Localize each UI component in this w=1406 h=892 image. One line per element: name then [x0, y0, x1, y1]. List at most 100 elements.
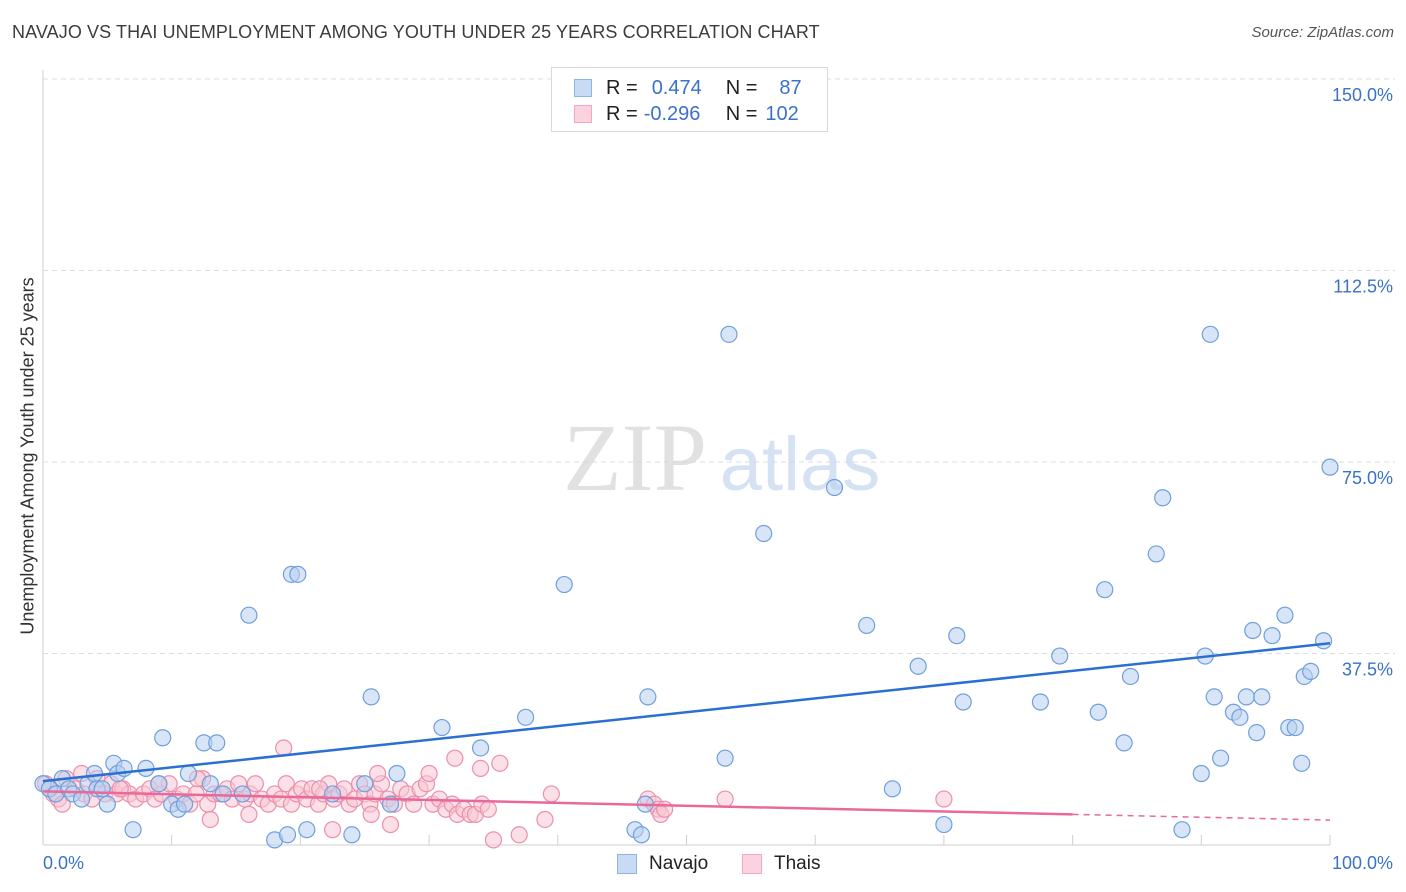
x-tick-label: 100.0% — [1332, 853, 1393, 873]
navajo-point — [362, 688, 380, 706]
thais-point — [381, 815, 400, 834]
navajo-point — [1263, 627, 1281, 645]
watermark-atlas: atlas — [720, 422, 881, 507]
navajo-point — [278, 826, 297, 844]
y-tick-label: 75.0% — [1342, 468, 1393, 488]
navajo-point — [1173, 821, 1191, 839]
legend-r-value: 0.474 — [651, 76, 702, 99]
navajo-point — [93, 780, 111, 798]
navajo-point — [935, 815, 953, 834]
thais-point — [479, 800, 497, 818]
legend-n-label: N = — [725, 76, 758, 99]
thais-point — [656, 800, 674, 818]
navajo-trend-line — [42, 642, 1331, 783]
grid-lines — [43, 78, 1395, 654]
navajo-point — [639, 688, 657, 706]
thais-trend-line — [42, 790, 1073, 816]
correlation-legend: R = 0.474 N = 87 R = -0.296 N = 102 — [551, 67, 828, 132]
thais-point — [484, 831, 503, 849]
thais-point — [446, 749, 464, 767]
navajo-point — [1192, 764, 1210, 783]
thais-point — [277, 775, 295, 793]
navajo-swatch — [617, 854, 637, 874]
navajo-point — [716, 749, 734, 767]
chart-title: NAVAJO VS THAI UNEMPLOYMENT AMONG YOUTH … — [12, 22, 820, 42]
navajo-point — [1286, 718, 1304, 737]
navajo-point — [555, 575, 573, 594]
legend-r-label: R = — [606, 76, 638, 99]
legend-n-value: 87 — [779, 76, 802, 99]
y-tick-label: 37.5% — [1342, 660, 1393, 680]
navajo-point — [1096, 581, 1114, 599]
watermark-zip: ZIP — [563, 404, 707, 511]
navajo-point — [1031, 693, 1050, 711]
thais-point — [240, 805, 258, 823]
thais-point — [323, 821, 342, 839]
thais-point — [542, 785, 560, 803]
navajo-point — [1121, 667, 1140, 686]
navajo-point — [1154, 489, 1172, 507]
navajo-point — [179, 764, 198, 783]
navajo-point — [825, 478, 844, 497]
zipatlas-watermark: ZIP atlas — [563, 404, 880, 511]
axes — [42, 70, 1331, 846]
navajo-point — [1115, 734, 1133, 752]
thais-trend-extension — [1072, 813, 1331, 821]
navajo-point — [85, 764, 104, 783]
thais-point — [420, 764, 438, 783]
navajo-point — [343, 826, 361, 844]
navajo-point — [720, 325, 738, 343]
navajo-point — [632, 826, 651, 844]
navajo-point — [1253, 688, 1271, 706]
navajo-point — [1276, 606, 1294, 624]
navajo-point — [298, 821, 316, 839]
series-legend: Navajo Thais — [0, 850, 1406, 880]
x-tick-label: 0.0% — [43, 853, 84, 873]
legend-r-label: R = — [606, 102, 638, 125]
navajo-point — [214, 785, 232, 803]
navajo-point — [1212, 749, 1230, 767]
navajo-point — [1051, 647, 1069, 665]
navajo-point — [1237, 688, 1255, 706]
thais-swatch — [742, 854, 762, 874]
navajo-point — [208, 734, 226, 752]
navajo-point — [1244, 621, 1262, 640]
navajo-point — [1321, 458, 1339, 476]
navajo-point — [755, 524, 773, 543]
legend-n-value: 102 — [765, 102, 799, 125]
navajo-point — [471, 739, 490, 757]
navajo-point — [948, 627, 966, 645]
navajo-point — [201, 775, 219, 793]
legend-swatch-thais — [574, 105, 592, 123]
legend-row-navajo: R = 0.474 N = 87 — [574, 76, 802, 100]
navajo-point — [175, 795, 194, 813]
navajo-legend-label: Navajo — [649, 853, 709, 874]
legend-n-label: N = — [725, 102, 758, 125]
navajo-point — [98, 795, 116, 813]
navajo-point — [1201, 325, 1219, 343]
navajo-point — [150, 775, 168, 793]
trend-lines — [42, 642, 1331, 821]
thais-point — [471, 759, 490, 778]
navajo-point — [1302, 662, 1320, 680]
y-tick-label: 112.5% — [1333, 277, 1393, 297]
thais-point — [935, 790, 953, 808]
source-label: Source: ZipAtlas.com — [1251, 24, 1394, 41]
navajo-point — [517, 708, 535, 726]
navajo-points — [34, 325, 1339, 849]
thais-legend-label: Thais — [774, 853, 821, 874]
thais-point — [510, 826, 528, 844]
thais-point — [246, 775, 264, 793]
thais-point — [536, 810, 554, 829]
navajo-point — [883, 780, 902, 798]
navajo-point — [323, 785, 342, 803]
navajo-point — [858, 616, 876, 635]
navajo-point — [240, 606, 258, 624]
navajo-point — [954, 693, 972, 711]
series-legend-thais[interactable]: Thais — [742, 853, 820, 875]
navajo-point — [1314, 632, 1333, 650]
y-tick-label: 150.0% — [1332, 85, 1393, 105]
series-legend-navajo[interactable]: Navajo — [617, 853, 708, 875]
navajo-point — [1205, 688, 1223, 706]
navajo-point — [124, 821, 142, 839]
